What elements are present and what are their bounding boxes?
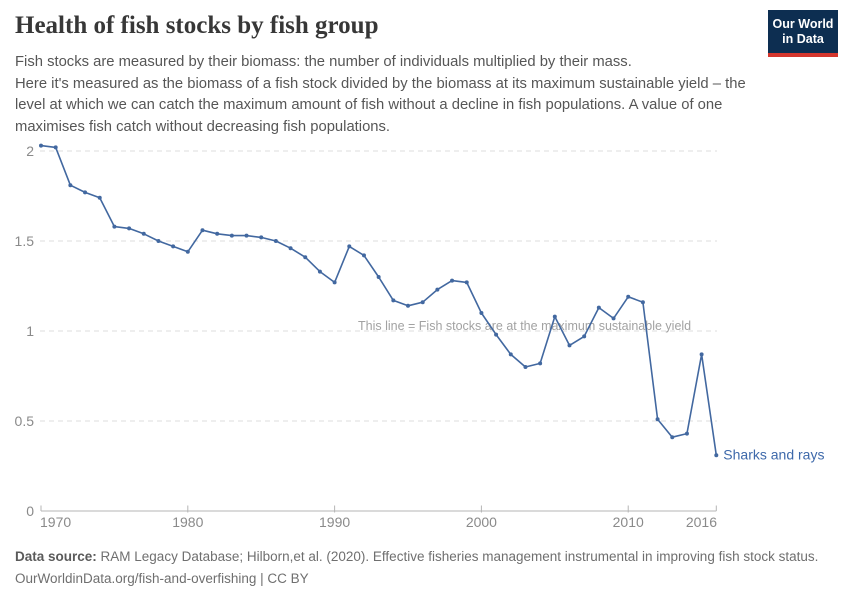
- x-axis-label: 1970: [40, 514, 71, 530]
- data-point[interactable]: [508, 352, 513, 357]
- y-axis-label: 1: [26, 323, 34, 339]
- data-point[interactable]: [156, 239, 161, 243]
- series-end-label: Sharks and rays: [723, 447, 824, 463]
- data-point[interactable]: [464, 280, 469, 285]
- data-point[interactable]: [406, 303, 411, 308]
- x-axis-label: 2010: [613, 514, 644, 530]
- data-point[interactable]: [626, 294, 631, 299]
- data-point[interactable]: [171, 244, 176, 249]
- data-point[interactable]: [420, 300, 425, 305]
- data-point[interactable]: [215, 231, 220, 236]
- data-point[interactable]: [670, 435, 675, 440]
- owid-logo-line2: in Data: [782, 32, 824, 46]
- data-point[interactable]: [552, 314, 557, 319]
- data-point[interactable]: [83, 190, 88, 195]
- data-point[interactable]: [567, 343, 572, 348]
- y-axis-label: 0.5: [15, 413, 35, 429]
- data-point[interactable]: [596, 305, 601, 310]
- data-point[interactable]: [185, 249, 190, 254]
- data-source-text: RAM Legacy Database; Hilborn,et al. (202…: [96, 549, 819, 564]
- data-point[interactable]: [39, 143, 43, 148]
- data-point[interactable]: [288, 246, 293, 251]
- owid-logo-line1: Our World: [772, 17, 834, 31]
- data-point[interactable]: [259, 235, 264, 240]
- msy-annotation-label: This line = Fish stocks are at the maxim…: [358, 319, 691, 333]
- y-axis-label: 1.5: [15, 233, 35, 249]
- footer-link[interactable]: OurWorldinData.org/fish-and-overfishing …: [15, 570, 309, 586]
- x-axis-label: 1980: [172, 514, 203, 530]
- data-point[interactable]: [611, 316, 616, 321]
- data-point[interactable]: [435, 287, 440, 292]
- chart-footer: Data source: RAM Legacy Database; Hilbor…: [15, 546, 818, 589]
- x-axis-label: 1990: [319, 514, 350, 530]
- data-point[interactable]: [347, 244, 352, 249]
- page-title: Health of fish stocks by fish group: [15, 12, 379, 39]
- x-axis-label: 2000: [466, 514, 497, 530]
- data-point[interactable]: [112, 224, 117, 229]
- data-point[interactable]: [714, 453, 719, 458]
- data-point[interactable]: [127, 226, 132, 231]
- data-point[interactable]: [317, 269, 322, 274]
- y-axis-label: 2: [26, 143, 34, 159]
- data-point[interactable]: [200, 228, 205, 233]
- data-point[interactable]: [391, 298, 396, 303]
- data-point[interactable]: [97, 195, 102, 200]
- y-axis-label: 0: [26, 503, 34, 519]
- data-point[interactable]: [538, 361, 543, 366]
- data-point[interactable]: [361, 253, 366, 258]
- data-point[interactable]: [582, 334, 587, 339]
- data-point[interactable]: [640, 300, 645, 305]
- data-point[interactable]: [53, 145, 58, 150]
- data-point[interactable]: [141, 231, 146, 236]
- data-point[interactable]: [699, 352, 704, 357]
- data-source-line: Data source: RAM Legacy Database; Hilbor…: [15, 546, 818, 568]
- owid-logo[interactable]: Our World in Data: [768, 10, 838, 57]
- data-point[interactable]: [376, 275, 381, 279]
- data-point[interactable]: [450, 278, 455, 283]
- data-point[interactable]: [273, 239, 278, 243]
- data-point[interactable]: [684, 431, 689, 436]
- data-point[interactable]: [494, 332, 499, 337]
- data-source-label: Data source:: [15, 549, 97, 564]
- x-axis-label: 2016: [686, 514, 717, 530]
- data-point[interactable]: [655, 417, 660, 422]
- data-point[interactable]: [479, 311, 484, 315]
- data-point[interactable]: [244, 233, 249, 238]
- chart-subtitle: Fish stocks are measured by their biomas…: [15, 54, 746, 135]
- data-point[interactable]: [523, 365, 528, 369]
- data-point[interactable]: [229, 233, 234, 238]
- data-point[interactable]: [68, 183, 73, 188]
- data-line-sharks-and-rays[interactable]: [40, 144, 718, 457]
- data-point[interactable]: [303, 255, 308, 260]
- data-point[interactable]: [332, 280, 337, 285]
